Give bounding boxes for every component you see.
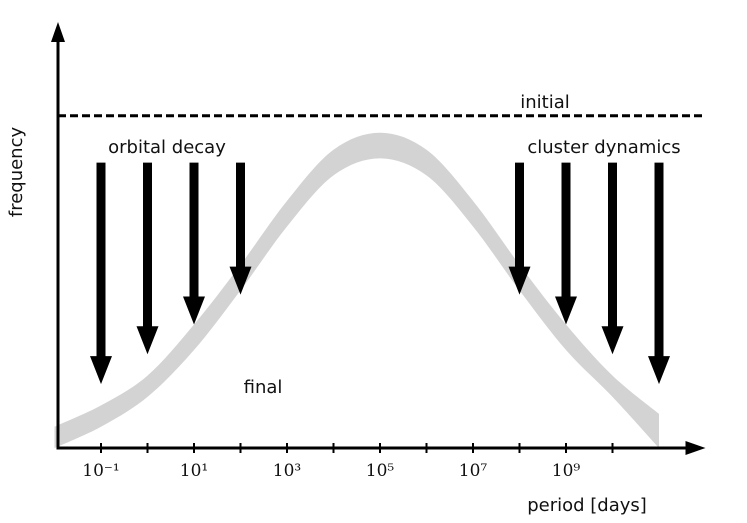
orbital-decay-label: orbital decay (108, 137, 226, 158)
x-tick-label: 10⁹ (552, 461, 581, 481)
arrow-shaft (648, 162, 670, 385)
arrow (136, 162, 159, 355)
y-axis-title: frequency (6, 127, 27, 218)
x-axis-title: period [days] (527, 495, 647, 516)
cluster-dynamics-label: cluster dynamics (527, 137, 680, 158)
arrow-shaft (555, 162, 577, 325)
arrow-shaft (136, 162, 159, 355)
arrow-shaft (508, 162, 531, 295)
arrow (229, 162, 252, 295)
arrow-shaft (601, 162, 624, 355)
arrow (648, 162, 670, 385)
initial-label: initial (520, 92, 570, 113)
x-tick-label: 10⁵ (366, 461, 395, 481)
x-tick-label: 10³ (273, 461, 301, 481)
x-tick-label: 10⁻¹ (82, 461, 119, 481)
final-label: final (244, 377, 283, 398)
final-band (54, 132, 659, 448)
x-tick-label: 10¹ (180, 461, 208, 481)
x-axis-arrowhead (685, 441, 706, 455)
arrow (90, 162, 112, 385)
arrow-shaft (183, 162, 205, 325)
y-axis-arrowhead (51, 22, 65, 42)
arrow (601, 162, 624, 355)
arrow (183, 162, 205, 325)
arrow-shaft (90, 162, 112, 385)
arrow-shaft (229, 162, 252, 295)
arrow (555, 162, 577, 325)
arrow (508, 162, 531, 295)
x-tick-label: 10⁷ (459, 461, 488, 481)
